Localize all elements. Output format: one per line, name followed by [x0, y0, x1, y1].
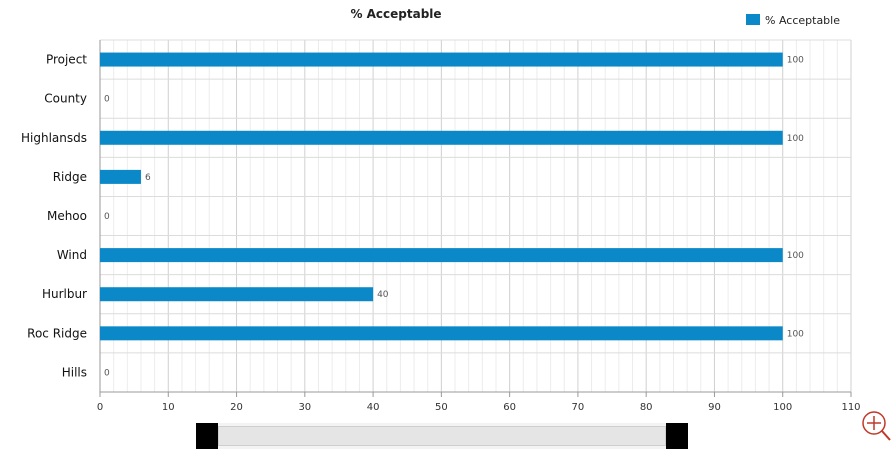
data-label: 100 [787, 134, 804, 144]
data-label: 6 [145, 173, 151, 183]
category-label: Mehoo [47, 209, 87, 223]
category-label: Roc Ridge [27, 326, 87, 340]
category-label: Highlansds [21, 131, 87, 145]
x-tick-label: 110 [841, 402, 860, 413]
data-label: 100 [787, 329, 804, 339]
x-tick-label: 50 [435, 402, 448, 413]
zoom-in-icon[interactable] [861, 410, 893, 444]
scroller-track[interactable] [218, 426, 666, 446]
category-label: Hills [62, 365, 87, 379]
bar [100, 169, 141, 184]
x-tick-label: 60 [503, 402, 516, 413]
x-tick-label: 0 [97, 402, 103, 413]
data-label: 0 [104, 95, 110, 105]
range-scroller[interactable] [196, 423, 688, 449]
x-tick-label: 10 [162, 402, 175, 413]
chart-title: % Acceptable [350, 7, 441, 21]
scroller-right-handle[interactable] [666, 423, 688, 449]
x-axis: 0 10 20 30 40 50 60 70 80 90 100 110 [97, 391, 861, 413]
legend-label: % Acceptable [765, 14, 840, 27]
x-tick-label: 70 [572, 402, 585, 413]
data-label: 100 [787, 251, 804, 261]
bar [100, 248, 783, 263]
x-tick-label: 20 [230, 402, 243, 413]
category-label: Wind [57, 248, 87, 262]
x-tick-label: 30 [298, 402, 311, 413]
x-tick-label: 40 [367, 402, 380, 413]
category-label: County [44, 92, 87, 106]
bar [100, 52, 783, 67]
x-tick-label: 100 [773, 402, 792, 413]
legend[interactable]: % Acceptable [746, 14, 840, 27]
x-tick-label: 80 [640, 402, 653, 413]
category-label: Ridge [53, 170, 87, 184]
data-label: 0 [104, 368, 110, 378]
data-label: 100 [787, 56, 804, 66]
data-label: 0 [104, 212, 110, 222]
scroller-left-handle[interactable] [196, 423, 218, 449]
bars: 100 0 100 6 0 100 40 100 0 [100, 52, 804, 378]
category-label: Hurlbur [42, 287, 87, 301]
legend-swatch [746, 14, 760, 25]
bar [100, 287, 374, 302]
x-tick-label: 90 [708, 402, 721, 413]
bar [100, 130, 783, 145]
bar [100, 326, 783, 341]
category-label: Project [46, 53, 87, 67]
category-labels: Project County Highlansds Ridge Mehoo Wind Hur… [21, 53, 87, 380]
data-label: 40 [377, 290, 389, 300]
